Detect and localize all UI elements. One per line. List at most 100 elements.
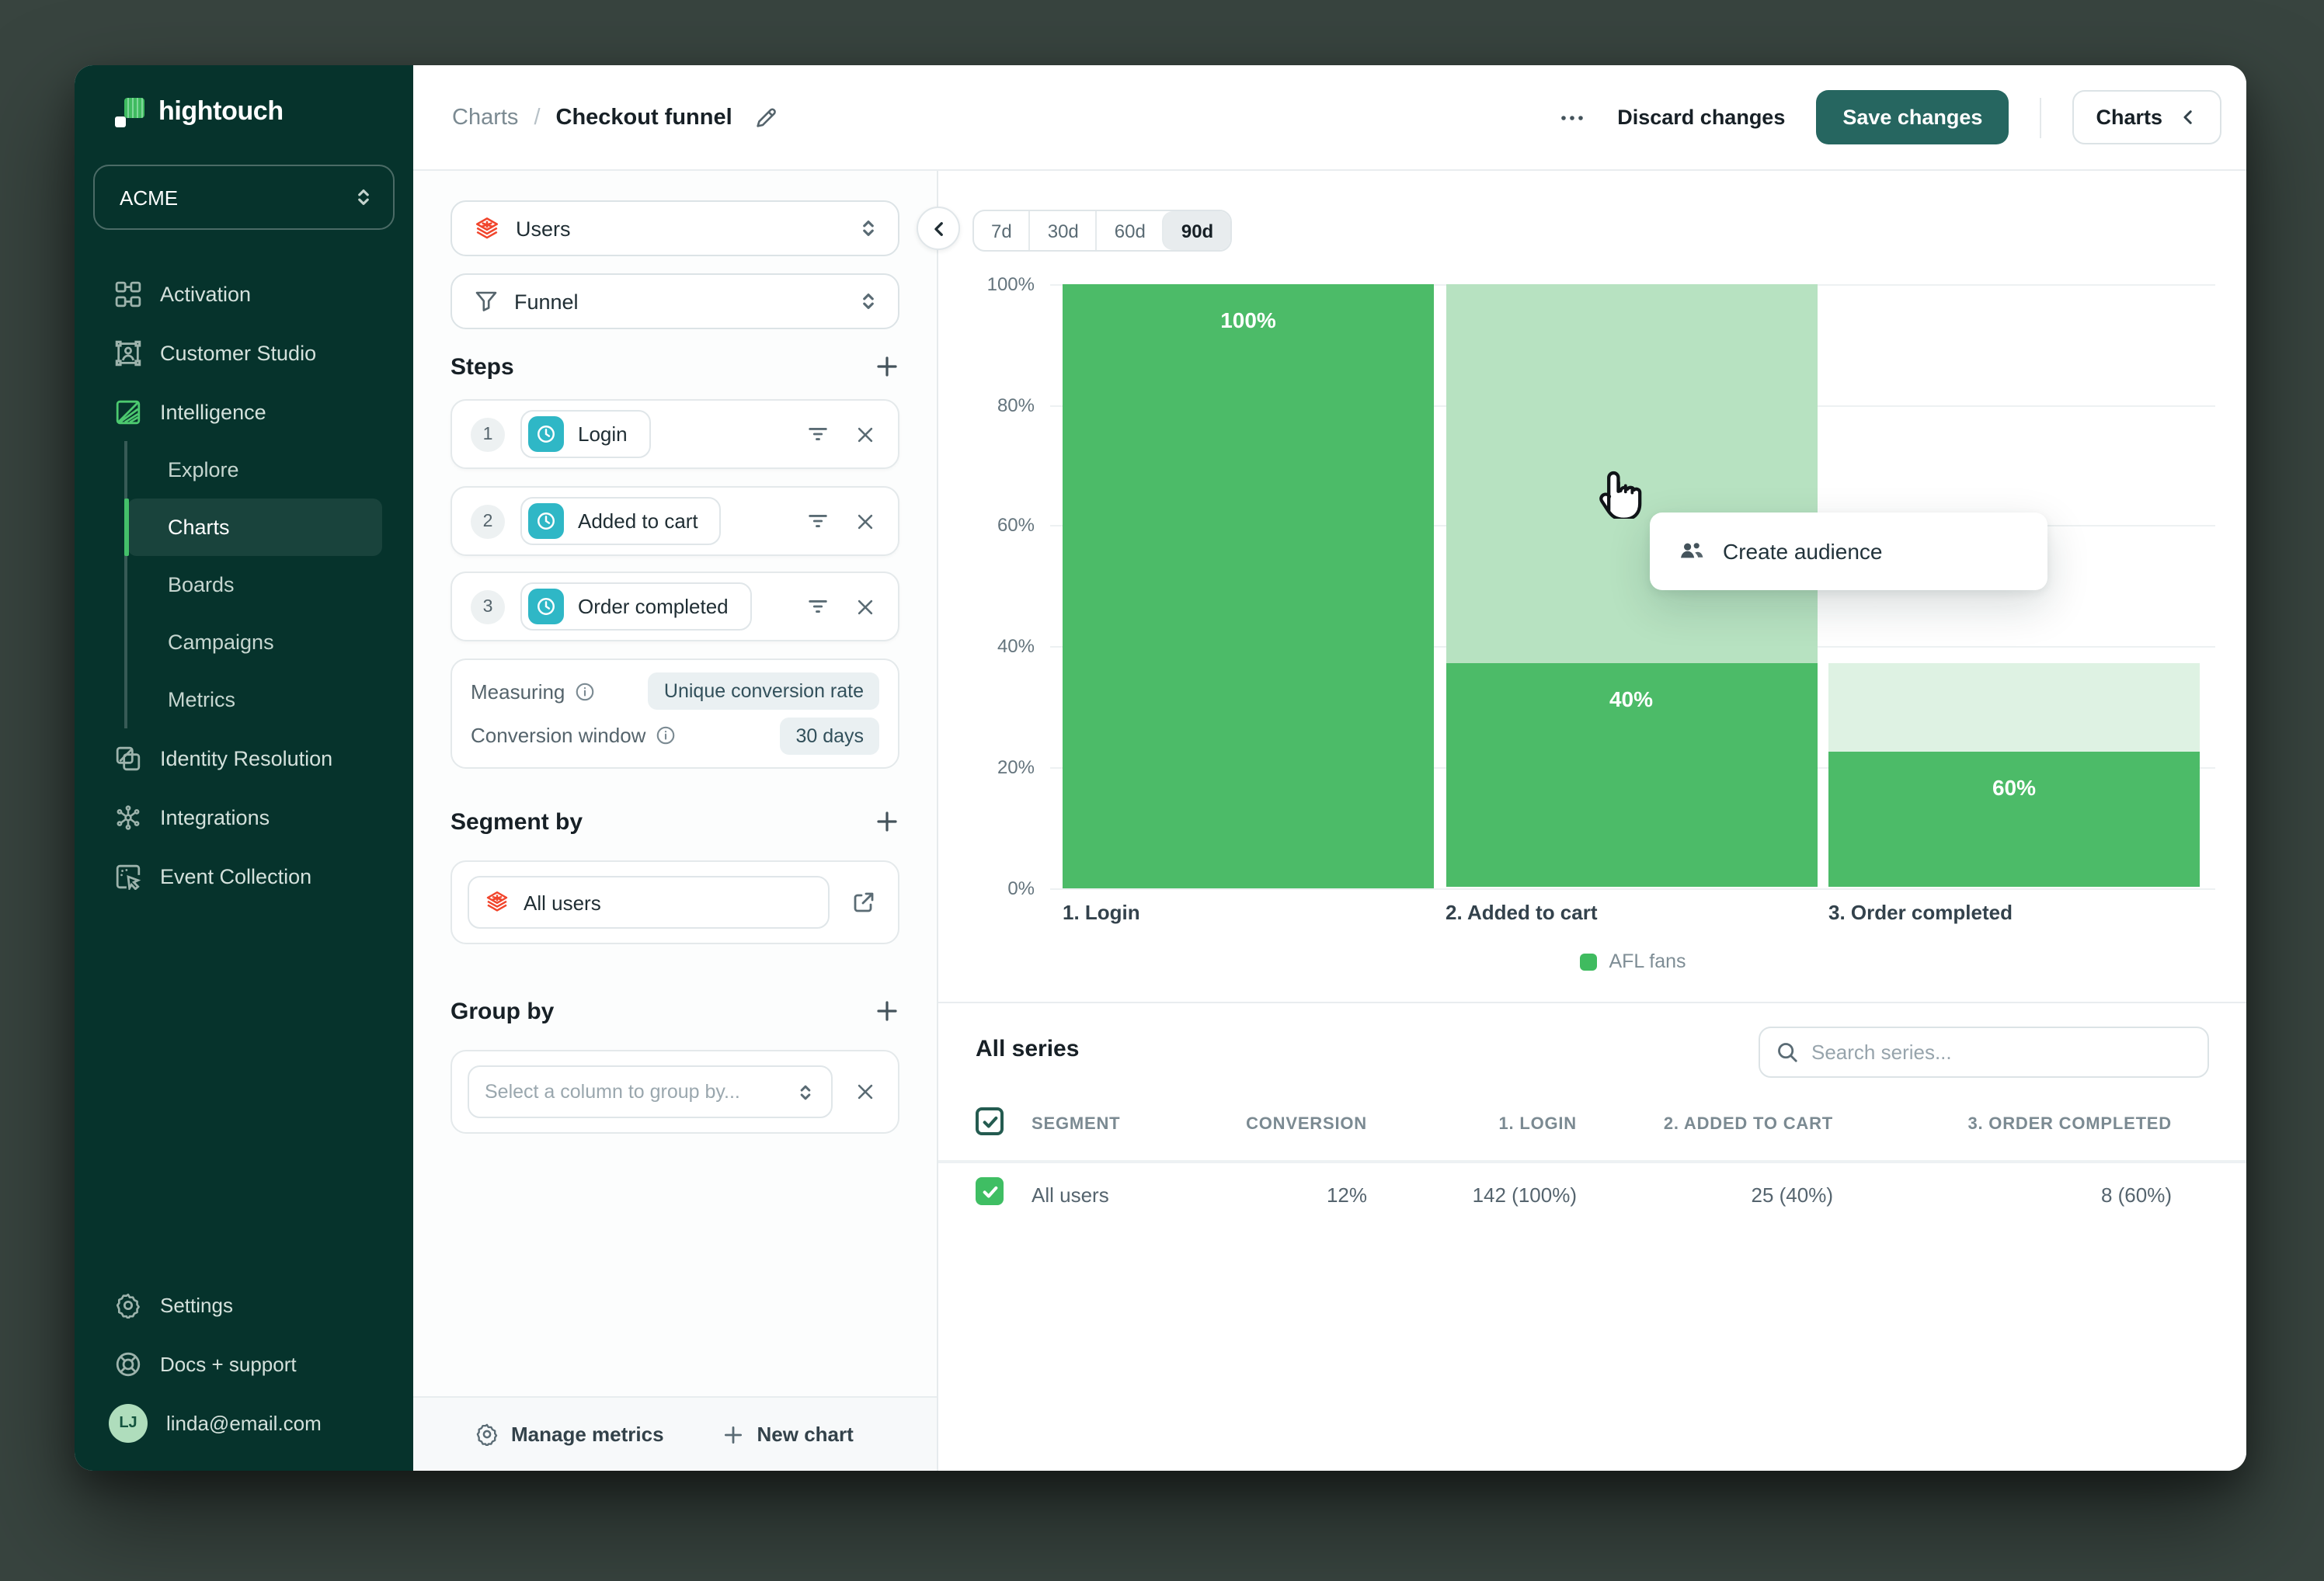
sidebar-item-activation[interactable]: Activation bbox=[75, 264, 413, 323]
remove-step-button[interactable] bbox=[854, 596, 876, 617]
row-conversion: 12% bbox=[1326, 1183, 1367, 1207]
sidebar-item-intelligence[interactable]: Intelligence bbox=[75, 382, 413, 441]
sidebar-item-boards[interactable]: Boards bbox=[127, 556, 382, 613]
sidebar-item-metrics[interactable]: Metrics bbox=[127, 671, 382, 728]
step-event-select[interactable]: Login bbox=[520, 410, 651, 458]
sidebar-item-docs-support[interactable]: Docs + support bbox=[75, 1334, 413, 1393]
collapse-panel-button[interactable] bbox=[917, 207, 960, 250]
col-header-segment[interactable]: SEGMENT bbox=[1032, 1115, 1121, 1134]
sub-item-label: Explore bbox=[168, 458, 239, 481]
measuring-label: Measuring bbox=[471, 679, 565, 704]
range-90d[interactable]: 90d bbox=[1162, 211, 1231, 250]
header-actions: Discard changes Save changes Charts bbox=[1558, 90, 2221, 144]
legend-label: AFL fans bbox=[1609, 950, 1686, 972]
sidebar-item-explore[interactable]: Explore bbox=[127, 441, 382, 499]
range-60d[interactable]: 60d bbox=[1095, 211, 1163, 250]
chart-type-select[interactable]: Funnel bbox=[451, 273, 899, 329]
panel-footer: Manage metrics New chart bbox=[413, 1396, 937, 1471]
all-series-title: All series bbox=[976, 1036, 1080, 1062]
sidebar-item-customer-studio[interactable]: Customer Studio bbox=[75, 323, 413, 382]
funnel-bar-order-completed[interactable]: 60% 3. Order completed bbox=[1828, 171, 2200, 1002]
bar-ghost bbox=[1446, 284, 1817, 664]
breadcrumb: Charts / Checkout funnel bbox=[452, 105, 779, 130]
source-select[interactable]: Users bbox=[451, 200, 899, 256]
conversion-window-value-pill[interactable]: 30 days bbox=[780, 717, 879, 755]
sidebar-item-identity-resolution[interactable]: Identity Resolution bbox=[75, 728, 413, 787]
breadcrumb-charts-link[interactable]: Charts bbox=[452, 105, 519, 130]
sidebar-item-integrations[interactable]: Integrations bbox=[75, 787, 413, 846]
users-model-icon bbox=[474, 215, 500, 241]
step-number: 3 bbox=[471, 589, 505, 624]
select-all-checkbox[interactable] bbox=[976, 1107, 1004, 1135]
row-checkbox-all-users[interactable] bbox=[976, 1177, 1004, 1205]
avatar: LJ bbox=[109, 1403, 148, 1442]
unfold-chevrons-icon bbox=[858, 217, 879, 239]
open-segment-external-icon[interactable] bbox=[851, 890, 876, 915]
unfold-chevrons-icon bbox=[858, 290, 879, 312]
sidebar-item-settings[interactable]: Settings bbox=[75, 1275, 413, 1334]
app-window: hightouch ACME Activation Customer Studi… bbox=[75, 65, 2246, 1471]
top-header: Charts / Checkout funnel Discard changes… bbox=[413, 65, 2246, 171]
group-by-header: Group by bbox=[451, 989, 899, 1033]
remove-step-button[interactable] bbox=[854, 423, 876, 445]
step-number: 1 bbox=[471, 417, 505, 451]
add-group-by-button[interactable] bbox=[875, 999, 899, 1023]
add-step-button[interactable] bbox=[875, 354, 899, 379]
sidebar-item-label: Intelligence bbox=[160, 400, 266, 423]
remove-group-by-button[interactable] bbox=[854, 1081, 876, 1103]
create-audience-tooltip[interactable]: Create audience bbox=[1650, 513, 2047, 590]
add-segment-button[interactable] bbox=[875, 809, 899, 834]
funnel-bar-login[interactable]: 100% 1. Login bbox=[1063, 171, 1434, 1002]
sidebar-item-charts[interactable]: Charts bbox=[124, 499, 382, 556]
identity-resolution-icon bbox=[115, 745, 141, 771]
user-email: linda@email.com bbox=[166, 1411, 322, 1434]
search-series-input[interactable] bbox=[1811, 1041, 2192, 1064]
step-filter-button[interactable] bbox=[806, 595, 830, 618]
conversion-window-label-row: Conversion window bbox=[471, 724, 675, 748]
segment-select[interactable]: All users bbox=[468, 876, 830, 929]
col-header-login[interactable]: 1. LOGIN bbox=[1498, 1115, 1577, 1134]
chevron-left-icon bbox=[2183, 110, 2192, 124]
measuring-label-row: Measuring bbox=[471, 680, 594, 704]
funnel-builder-panel: Users Funnel Steps 1 bbox=[413, 171, 938, 1471]
charts-collapse-button[interactable]: Charts bbox=[2072, 90, 2221, 144]
x-axis-label: 2. Added to cart bbox=[1446, 901, 1598, 924]
discard-changes-button[interactable]: Discard changes bbox=[1617, 106, 1786, 129]
step-event-select[interactable]: Order completed bbox=[520, 582, 752, 631]
more-menu-button[interactable] bbox=[1558, 103, 1586, 131]
step-filter-button[interactable] bbox=[806, 509, 830, 533]
new-chart-button[interactable]: New chart bbox=[723, 1423, 854, 1446]
remove-step-button[interactable] bbox=[854, 510, 876, 532]
group-by-select[interactable]: Select a column to group by... bbox=[468, 1065, 833, 1118]
row-login: 142 (100%) bbox=[1472, 1183, 1577, 1207]
workspace-selector[interactable]: ACME bbox=[93, 165, 395, 230]
sidebar-footer: Settings Docs + support LJ linda@email.c… bbox=[75, 1275, 413, 1452]
segment-card: All users bbox=[451, 860, 899, 944]
time-range-control: 7d 30d 60d 90d bbox=[972, 210, 1233, 252]
manage-metrics-button[interactable]: Manage metrics bbox=[475, 1423, 664, 1446]
sidebar-item-label: Docs + support bbox=[160, 1352, 297, 1375]
measuring-value-pill[interactable]: Unique conversion rate bbox=[648, 672, 879, 711]
step-filter-button[interactable] bbox=[806, 422, 830, 446]
range-7d[interactable]: 7d bbox=[991, 220, 1012, 241]
y-tick: 80% bbox=[997, 394, 1035, 416]
sidebar-item-event-collection[interactable]: Event Collection bbox=[75, 846, 413, 905]
breadcrumb-separator: / bbox=[534, 105, 541, 130]
sidebar: hightouch ACME Activation Customer Studi… bbox=[75, 65, 413, 1471]
save-changes-button[interactable]: Save changes bbox=[1816, 90, 2009, 144]
range-30d[interactable]: 30d bbox=[1028, 211, 1096, 250]
sidebar-item-label: Activation bbox=[160, 282, 252, 305]
col-header-added-to-cart[interactable]: 2. ADDED TO CART bbox=[1663, 1115, 1833, 1134]
y-tick: 0% bbox=[1007, 877, 1035, 898]
user-account-row[interactable]: LJ linda@email.com bbox=[75, 1393, 413, 1452]
step-row-2: 2 Added to cart bbox=[451, 486, 899, 556]
sidebar-item-campaigns[interactable]: Campaigns bbox=[127, 613, 382, 671]
gridline-0 bbox=[1050, 888, 2215, 889]
col-header-order-completed[interactable]: 3. ORDER COMPLETED bbox=[1967, 1115, 2172, 1134]
intelligence-subnav: Explore Charts Boards Campaigns Metrics bbox=[124, 441, 413, 728]
edit-title-pencil-icon[interactable] bbox=[754, 105, 779, 130]
step-event-select[interactable]: Added to cart bbox=[520, 497, 722, 545]
col-header-conversion[interactable]: CONVERSION bbox=[1246, 1115, 1367, 1134]
event-collection-icon bbox=[115, 863, 141, 889]
y-tick: 20% bbox=[997, 756, 1035, 778]
